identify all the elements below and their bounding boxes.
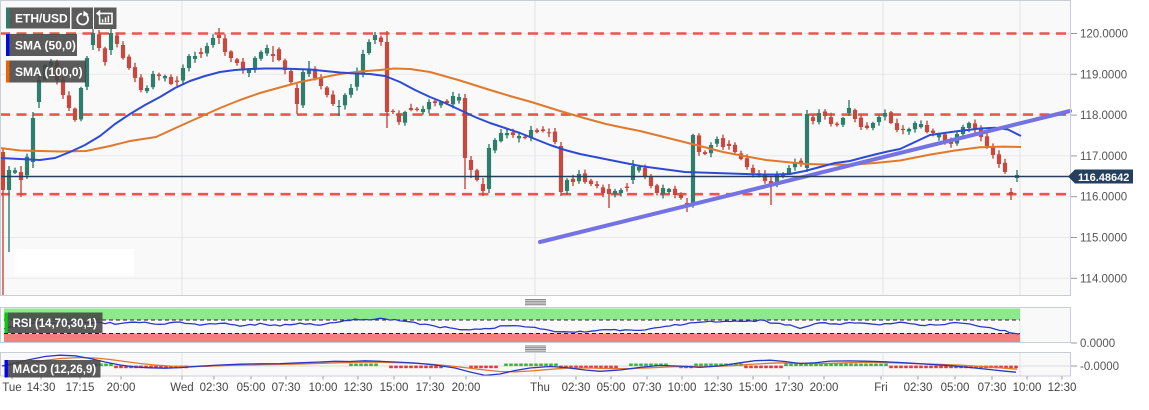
svg-text:Fri: Fri — [874, 382, 887, 394]
svg-text:05:00: 05:00 — [941, 382, 970, 394]
svg-text:116.48642: 116.48642 — [1078, 172, 1129, 184]
svg-text:07:30: 07:30 — [978, 382, 1007, 394]
svg-text:15:00: 15:00 — [739, 382, 768, 394]
svg-text:116.0000: 116.0000 — [1080, 192, 1127, 204]
svg-text:Wed: Wed — [170, 382, 193, 394]
svg-text:10:00: 10:00 — [309, 382, 338, 394]
svg-text:10:00: 10:00 — [1013, 382, 1042, 394]
svg-text:10:00: 10:00 — [668, 382, 697, 394]
svg-text:17:30: 17:30 — [775, 382, 804, 394]
svg-text:Thu: Thu — [530, 382, 550, 394]
svg-text:12:30: 12:30 — [344, 382, 373, 394]
svg-text:07:30: 07:30 — [272, 382, 301, 394]
svg-text:20:00: 20:00 — [810, 382, 839, 394]
svg-text:12:30: 12:30 — [704, 382, 733, 394]
svg-text:Tue: Tue — [2, 382, 21, 394]
svg-text:20:00: 20:00 — [452, 382, 481, 394]
svg-text:05:00: 05:00 — [597, 382, 626, 394]
svg-text:MACD (12,26,9): MACD (12,26,9) — [13, 364, 97, 376]
svg-text:118.0000: 118.0000 — [1080, 110, 1127, 122]
svg-text:SMA (100,0): SMA (100,0) — [15, 65, 83, 79]
svg-text:12:30: 12:30 — [1048, 382, 1077, 394]
svg-text:02:30: 02:30 — [904, 382, 933, 394]
svg-text:114.0000: 114.0000 — [1080, 273, 1127, 285]
svg-text:-0.0000: -0.0000 — [1080, 361, 1119, 373]
svg-text:120.0000: 120.0000 — [1080, 29, 1128, 41]
svg-text:119.0000: 119.0000 — [1080, 69, 1127, 81]
svg-text:117.0000: 117.0000 — [1080, 151, 1127, 163]
svg-text:15:00: 15:00 — [380, 382, 409, 394]
svg-text:RSI (14,70,30,1): RSI (14,70,30,1) — [13, 318, 98, 330]
svg-text:17:15: 17:15 — [66, 382, 95, 394]
svg-text:07:30: 07:30 — [633, 382, 662, 394]
svg-text:ETH/USD: ETH/USD — [15, 11, 68, 25]
svg-text:115.0000: 115.0000 — [1080, 233, 1127, 245]
svg-text:0.0000: 0.0000 — [1080, 338, 1115, 350]
svg-text:SMA (50,0): SMA (50,0) — [15, 38, 76, 52]
svg-text:02:30: 02:30 — [562, 382, 591, 394]
svg-text:17:30: 17:30 — [416, 382, 445, 394]
svg-text:14:30: 14:30 — [27, 382, 56, 394]
svg-text:20:00: 20:00 — [107, 382, 136, 394]
svg-text:02:30: 02:30 — [200, 382, 229, 394]
svg-text:05:00: 05:00 — [237, 382, 266, 394]
